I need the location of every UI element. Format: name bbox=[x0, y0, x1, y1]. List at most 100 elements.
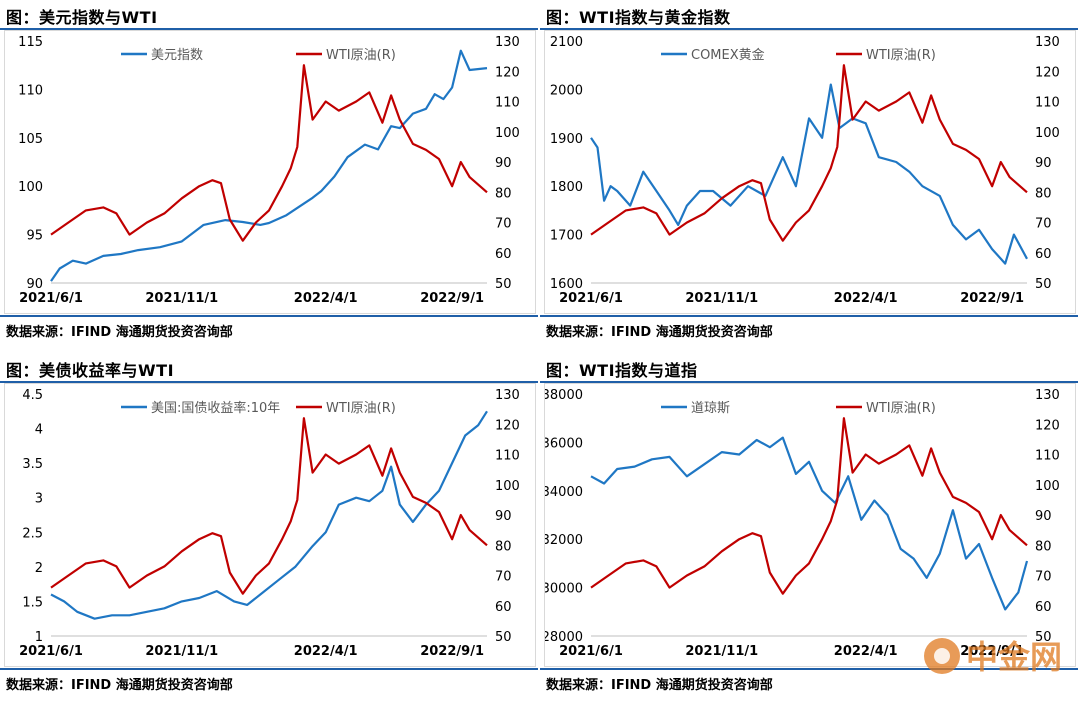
y-tick-label-right: 50 bbox=[495, 630, 512, 645]
y-tick-label-left: 1700 bbox=[550, 229, 583, 244]
legend-label: 道琼斯 bbox=[691, 401, 730, 416]
line-chart-treasury-wti: 1 1.5 2 2.5 3 3.5 4 4.5 50 60 70 80 90 100 110 120 130 20… bbox=[19, 388, 520, 659]
y-tick-label-right: 70 bbox=[1035, 570, 1052, 585]
series-line-primary bbox=[50, 410, 488, 620]
panel-title-band: 图：美元指数与WTI bbox=[0, 0, 540, 28]
x-tick-label: 2022/4/1 bbox=[834, 644, 898, 659]
legend-label: 美国:国债收益率:10年 bbox=[151, 400, 280, 416]
x-tick-label: 2021/6/1 bbox=[19, 291, 83, 306]
series-line-primary bbox=[50, 49, 488, 282]
source-divider bbox=[0, 315, 538, 317]
panel-title: 图：WTI指数与道指 bbox=[546, 361, 698, 380]
y-tick-label-left: 3 bbox=[35, 492, 43, 507]
x-tick-label: 2021/11/1 bbox=[685, 644, 758, 659]
data-source-note: 数据来源：IFIND 海通期货投资咨询部 bbox=[546, 325, 773, 340]
y-tick-label-right: 110 bbox=[495, 96, 520, 111]
y-tick-label-right: 130 bbox=[495, 388, 520, 403]
y-tick-label-right: 50 bbox=[1035, 630, 1052, 645]
y-tick-label-right: 130 bbox=[495, 35, 520, 50]
y-tick-label-right: 50 bbox=[1035, 277, 1052, 292]
chart-panel-treasury-wti: 图：美债收益率与WTI 1 1.5 2 2.5 3 3.5 4 4.5 50 60 70 80 90 10… bbox=[0, 353, 540, 706]
legend-label: COMEX黄金 bbox=[691, 47, 765, 63]
source-divider bbox=[0, 668, 538, 670]
x-tick-label: 2022/4/1 bbox=[294, 291, 358, 306]
title-divider bbox=[540, 28, 1078, 30]
y-tick-label-right: 130 bbox=[1035, 388, 1060, 403]
y-tick-label-right: 60 bbox=[495, 600, 512, 615]
y-tick-label-left: 28000 bbox=[545, 630, 583, 645]
y-tick-label-right: 100 bbox=[1035, 479, 1060, 494]
source-divider bbox=[540, 315, 1078, 317]
data-source-note: 数据来源：IFIND 海通期货投资咨询部 bbox=[6, 678, 233, 693]
x-tick-label: 2021/11/1 bbox=[145, 644, 218, 659]
y-tick-label-right: 60 bbox=[495, 247, 512, 262]
panel-title: 图：美债收益率与WTI bbox=[6, 361, 175, 380]
y-tick-label-right: 80 bbox=[1035, 539, 1052, 554]
panel-title-band: 图：WTI指数与道指 bbox=[540, 353, 1080, 381]
series-line-wti bbox=[50, 64, 488, 242]
legend-label: WTI原油(R) bbox=[866, 48, 936, 63]
y-tick-label-right: 100 bbox=[1035, 126, 1060, 141]
y-tick-label-right: 90 bbox=[1035, 156, 1052, 171]
y-tick-label-right: 70 bbox=[1035, 217, 1052, 232]
y-tick-label-right: 110 bbox=[495, 449, 520, 464]
y-tick-label-left: 2100 bbox=[550, 35, 583, 50]
line-chart-wti-gold: 1600 1700 1800 1900 2000 2100 50 60 70 80 90 100 110… bbox=[550, 35, 1060, 306]
panel-title-band: 图：WTI指数与黄金指数 bbox=[540, 0, 1080, 28]
legend-label: WTI原油(R) bbox=[866, 401, 936, 416]
y-tick-label-left: 115 bbox=[18, 35, 43, 50]
y-tick-label-right: 120 bbox=[495, 418, 520, 433]
y-tick-label-left: 105 bbox=[18, 132, 43, 147]
panel-title-band: 图：美债收益率与WTI bbox=[0, 353, 540, 381]
x-tick-label: 2021/11/1 bbox=[685, 291, 758, 306]
y-tick-label-right: 100 bbox=[495, 126, 520, 141]
y-tick-label-left: 36000 bbox=[545, 436, 583, 451]
x-tick-label: 2022/9/1 bbox=[960, 291, 1024, 306]
title-divider bbox=[0, 381, 538, 383]
y-tick-label-left: 1800 bbox=[550, 180, 583, 195]
legend-label: 美元指数 bbox=[151, 48, 203, 63]
legend-label: WTI原油(R) bbox=[326, 48, 396, 63]
y-tick-label-left: 38000 bbox=[545, 388, 583, 403]
y-tick-label-right: 80 bbox=[495, 186, 512, 201]
series-line-primary bbox=[590, 436, 1029, 611]
x-tick-label: 2021/6/1 bbox=[559, 291, 623, 306]
y-tick-label-left: 110 bbox=[18, 83, 43, 98]
x-tick-label: 2022/9/1 bbox=[420, 644, 484, 659]
line-chart-usd-wti: 90 95 100 105 110 115 50 60 70 80 90 100 110 120 130 20… bbox=[18, 35, 520, 306]
plot-area: 1 1.5 2 2.5 3 3.5 4 4.5 50 60 70 80 90 100 110 120 130 20… bbox=[4, 383, 536, 667]
data-source-note: 数据来源：IFIND 海通期货投资咨询部 bbox=[6, 325, 233, 340]
plot-area: 28000 30000 32000 34000 36000 38000 50 60 70 80 90… bbox=[542, 383, 1076, 667]
series-line-wti bbox=[590, 417, 1028, 595]
data-source-note: 数据来源：IFIND 海通期货投资咨询部 bbox=[546, 678, 773, 693]
y-tick-label-right: 100 bbox=[495, 479, 520, 494]
line-chart-wti-dow: 28000 30000 32000 34000 36000 38000 50 60 70 80 90… bbox=[542, 388, 1060, 659]
chart-panel-wti-gold: 图：WTI指数与黄金指数 1600 1700 1800 1900 2000 2100 50 6… bbox=[540, 0, 1080, 353]
y-tick-label-left: 30000 bbox=[545, 582, 583, 597]
y-tick-label-right: 90 bbox=[495, 156, 512, 171]
y-tick-label-left: 2000 bbox=[550, 83, 583, 98]
y-tick-label-right: 60 bbox=[1035, 600, 1052, 615]
y-tick-label-right: 90 bbox=[495, 509, 512, 524]
chart-panel-usd-wti: 图：美元指数与WTI 90 95 100 105 110 115 50 60 70 80 90 100… bbox=[0, 0, 540, 353]
legend-label: WTI原油(R) bbox=[326, 401, 396, 416]
y-tick-label-left: 34000 bbox=[545, 485, 583, 500]
y-tick-label-right: 70 bbox=[495, 217, 512, 232]
panel-title: 图：WTI指数与黄金指数 bbox=[546, 8, 731, 27]
y-tick-label-right: 120 bbox=[495, 65, 520, 80]
y-tick-label-left: 32000 bbox=[545, 533, 583, 548]
series-line-primary bbox=[590, 83, 1028, 265]
chart-panel-wti-dow: 图：WTI指数与道指 28000 30000 32000 34000 36000 3800… bbox=[540, 353, 1080, 706]
y-tick-label-right: 120 bbox=[1035, 65, 1060, 80]
x-tick-label: 2022/9/1 bbox=[960, 644, 1024, 659]
title-divider bbox=[0, 28, 538, 30]
x-tick-label: 2021/6/1 bbox=[559, 644, 623, 659]
watermark-logo-icon: 中金网 bbox=[924, 638, 1062, 676]
y-tick-label-left: 100 bbox=[18, 180, 43, 195]
y-tick-label-left: 1 bbox=[35, 630, 43, 645]
panel-title: 图：美元指数与WTI bbox=[6, 8, 158, 27]
x-tick-label: 2022/4/1 bbox=[834, 291, 898, 306]
y-tick-label-left: 4.5 bbox=[22, 388, 43, 403]
y-tick-label-left: 95 bbox=[26, 229, 43, 244]
source-divider bbox=[540, 668, 1078, 670]
